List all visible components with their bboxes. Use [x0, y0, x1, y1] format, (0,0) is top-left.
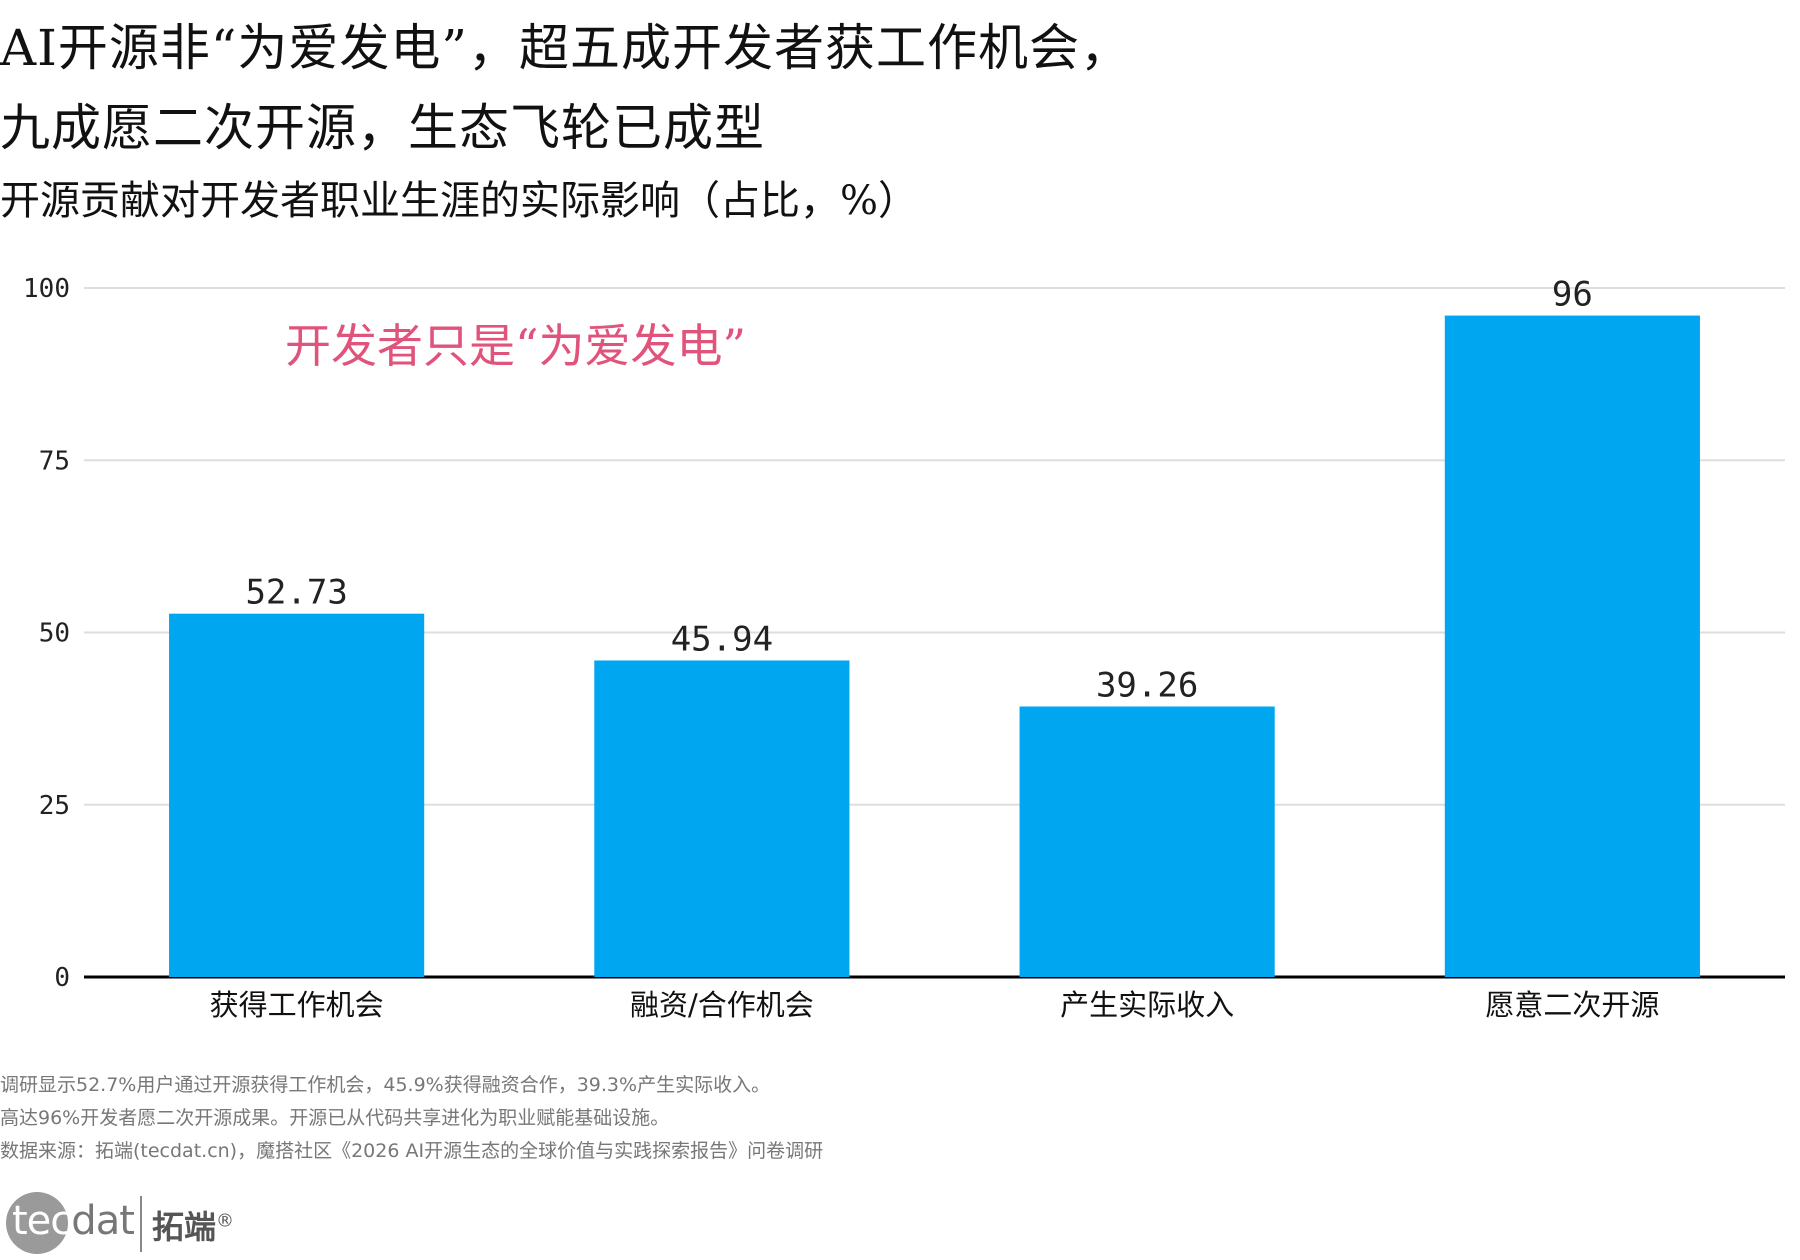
- logo-wordmark-suffix: dat: [71, 1198, 135, 1244]
- logo-divider: [140, 1196, 142, 1252]
- bar-value-label: 52.73: [245, 573, 347, 613]
- x-tick-label: 获得工作机会: [210, 988, 384, 1022]
- x-tick-label: 愿意二次开源: [1485, 988, 1659, 1022]
- logo-wordmark-prefix: tec: [12, 1198, 72, 1244]
- y-tick-label: 75: [39, 446, 70, 476]
- chart-subtitle: 开源贡献对开发者职业生涯的实际影响（占比，%）: [0, 178, 919, 224]
- y-tick-label: 0: [54, 963, 70, 993]
- bar-value-label: 45.94: [671, 619, 773, 659]
- chart-title-line-2: 九成愿二次开源，生态飞轮已成型: [0, 99, 765, 157]
- logo-chinese-name: 拓端®: [152, 1202, 234, 1248]
- tecdat-logo: tecdat 拓端®: [6, 1190, 266, 1254]
- y-tick-label: 25: [39, 791, 70, 821]
- registered-mark: ®: [216, 1210, 235, 1232]
- y-tick-label: 50: [39, 619, 70, 649]
- footnote-summary: 调研显示52.7%用户通过开源获得工作机会，45.9%获得融资合作，39.3%产…: [0, 1074, 771, 1096]
- y-axis-ticks: 0 25 50 75 100: [23, 274, 70, 993]
- x-tick-label: 产生实际收入: [1060, 988, 1234, 1022]
- bar: [594, 660, 850, 977]
- y-tick-label: 100: [23, 274, 70, 304]
- chart-annotation: 开发者只是“为爱发电”: [285, 319, 746, 373]
- bar-chart: 0 25 50 75 100 52.73 45.94 39.26 96 获得工作机会 融资/合作…: [23, 274, 1785, 1022]
- logo-wordmark: tecdat: [12, 1198, 135, 1244]
- bar: [169, 613, 425, 977]
- logo-cn-text: 拓端: [152, 1208, 217, 1246]
- bars: [169, 315, 1700, 977]
- x-axis-ticks: 获得工作机会 融资/合作机会 产生实际收入 愿意二次开源: [210, 988, 1660, 1022]
- footnote-source: 数据来源：拓端(tecdat.cn)，魔搭社区《2026 AI开源生态的全球价值…: [0, 1140, 824, 1162]
- bar: [1444, 315, 1700, 977]
- chart-title-line-1: AI开源非“为爱发电”，超五成开发者获工作机会，: [0, 19, 1131, 77]
- data-labels: 52.73 45.94 39.26 96: [245, 275, 1592, 706]
- bar: [1019, 706, 1275, 977]
- bar-value-label: 39.26: [1096, 665, 1198, 705]
- footnote-conclusion: 高达96%开发者愿二次开源成果。开源已从代码共享进化为职业赋能基础设施。: [0, 1107, 670, 1129]
- x-tick-label: 融资/合作机会: [630, 988, 814, 1022]
- logo-circle-mark: [6, 1192, 68, 1254]
- bar-value-label: 96: [1552, 275, 1593, 315]
